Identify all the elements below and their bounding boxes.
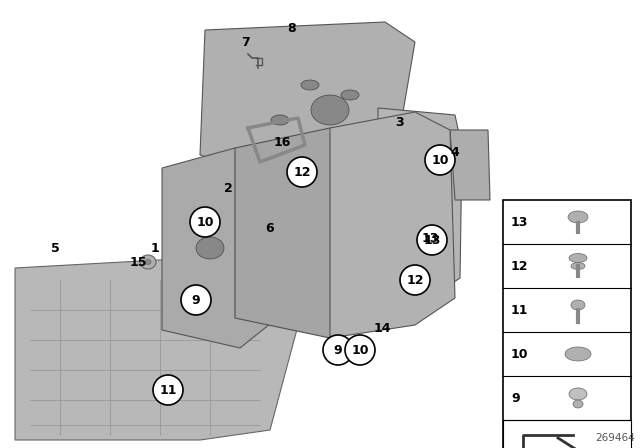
Text: 10: 10: [511, 348, 529, 361]
Text: 15: 15: [129, 255, 147, 268]
Text: 10: 10: [351, 344, 369, 357]
Text: 4: 4: [451, 146, 460, 159]
Polygon shape: [450, 130, 490, 200]
Text: 3: 3: [396, 116, 404, 129]
Text: 2: 2: [223, 181, 232, 194]
Polygon shape: [15, 258, 300, 440]
Circle shape: [323, 335, 353, 365]
Circle shape: [417, 225, 447, 255]
Circle shape: [400, 265, 430, 295]
Text: 9: 9: [192, 293, 200, 306]
Ellipse shape: [361, 125, 379, 135]
Ellipse shape: [196, 237, 224, 259]
Ellipse shape: [271, 115, 289, 125]
Text: 8: 8: [288, 22, 296, 34]
Circle shape: [425, 145, 455, 175]
Ellipse shape: [301, 80, 319, 90]
Ellipse shape: [311, 95, 349, 125]
Circle shape: [287, 157, 317, 187]
Text: 13: 13: [421, 232, 438, 245]
Text: 16: 16: [273, 135, 291, 148]
Circle shape: [153, 375, 183, 405]
Circle shape: [345, 335, 375, 365]
Text: 10: 10: [431, 154, 449, 167]
Ellipse shape: [569, 254, 587, 263]
Ellipse shape: [571, 300, 585, 310]
Polygon shape: [330, 112, 455, 338]
Polygon shape: [235, 128, 395, 338]
Text: 12: 12: [406, 273, 424, 287]
Text: 269464: 269464: [595, 433, 635, 443]
Ellipse shape: [565, 347, 591, 361]
FancyBboxPatch shape: [503, 200, 631, 448]
Text: 13: 13: [511, 215, 529, 228]
Text: 5: 5: [51, 241, 60, 254]
Text: 9: 9: [333, 344, 342, 357]
Text: 6: 6: [266, 221, 275, 234]
Ellipse shape: [573, 400, 583, 408]
Text: 11: 11: [511, 303, 529, 316]
Ellipse shape: [571, 263, 585, 270]
Text: 7: 7: [242, 35, 250, 48]
Text: 12: 12: [511, 259, 529, 272]
Polygon shape: [162, 148, 275, 348]
Text: 1: 1: [150, 241, 159, 254]
Polygon shape: [378, 108, 462, 295]
Text: 14: 14: [373, 322, 391, 335]
FancyBboxPatch shape: [503, 420, 631, 448]
Text: 9: 9: [511, 392, 520, 405]
Text: 11: 11: [159, 383, 177, 396]
Circle shape: [181, 285, 211, 315]
Ellipse shape: [569, 388, 587, 400]
Ellipse shape: [145, 259, 151, 264]
Ellipse shape: [341, 90, 359, 100]
Text: 13: 13: [423, 233, 441, 246]
Text: 12: 12: [293, 165, 311, 178]
Circle shape: [190, 207, 220, 237]
Polygon shape: [200, 22, 415, 198]
Ellipse shape: [568, 211, 588, 223]
Ellipse shape: [140, 255, 156, 269]
Text: 10: 10: [196, 215, 214, 228]
